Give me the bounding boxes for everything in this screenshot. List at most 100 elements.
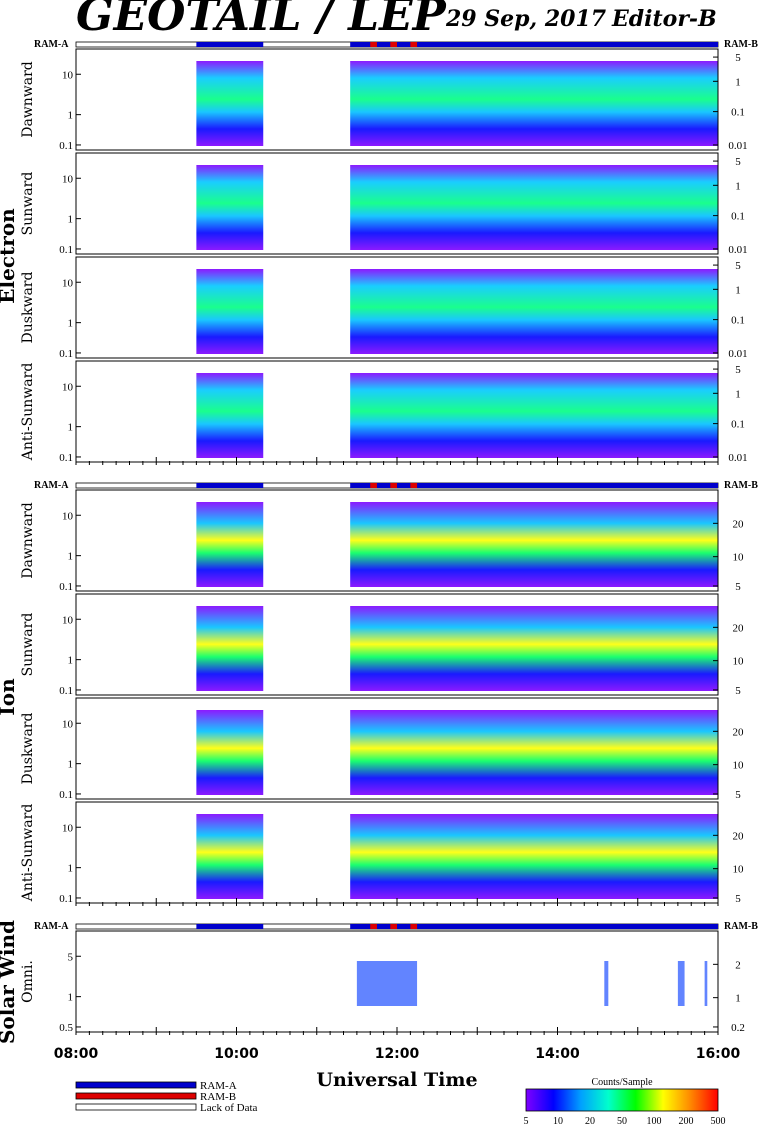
panel-label: Dawnward bbox=[20, 61, 36, 138]
colorbar-title: Counts/Sample bbox=[591, 1077, 653, 1088]
left-tick-label: 10 bbox=[62, 822, 74, 834]
right-tick-label: 1 bbox=[735, 993, 741, 1005]
right-tick-label: 0.01 bbox=[728, 348, 747, 360]
figure-title: GEOTAIL / LEP bbox=[76, 0, 448, 41]
colorbar-tick-label: 20 bbox=[585, 1116, 595, 1127]
right-tick-label: 0.01 bbox=[728, 244, 747, 256]
right-tick-label: 0.01 bbox=[728, 452, 747, 464]
colorbar-tick-label: 10 bbox=[553, 1116, 563, 1127]
right-tick-label: 0.2 bbox=[731, 1022, 745, 1034]
left-tick-label: 10 bbox=[62, 173, 74, 185]
legend-swatch bbox=[75, 1092, 197, 1100]
panel-frame bbox=[75, 697, 719, 800]
panel-duskward: Duskward 10 1 0.1 5 1 0.1 0.01 bbox=[20, 256, 748, 360]
right-tick-label: 10 bbox=[733, 760, 745, 772]
panel-groups: RAM-A RAM-B Electron Dawnward 10 1 0.1 5 1 0.1 0.0… bbox=[0, 39, 758, 1044]
left-tick-label: 10 bbox=[62, 510, 74, 522]
spectrogram-block bbox=[704, 961, 708, 1006]
left-tick-label: 0.1 bbox=[59, 244, 73, 256]
right-tick-label: 20 bbox=[733, 830, 745, 842]
panel-dawnward: Dawnward 10 1 0.1 20 10 5 bbox=[20, 489, 745, 593]
left-tick-label: 0.1 bbox=[59, 452, 73, 464]
left-tick-label: 1 bbox=[68, 422, 74, 434]
spectrogram-block bbox=[196, 606, 264, 691]
left-tick-label: 0.1 bbox=[59, 893, 73, 905]
panel-anti-sunward: Anti-Sunward 10 1 0.1 20 10 5 bbox=[20, 801, 745, 905]
spectrogram-block bbox=[350, 502, 718, 587]
right-tick-label: 20 bbox=[733, 726, 745, 738]
panel-duskward: Duskward 10 1 0.1 20 10 5 bbox=[20, 697, 745, 801]
colorbar-tick-label: 50 bbox=[617, 1116, 627, 1127]
right-tick-label: 0.01 bbox=[728, 140, 747, 152]
left-tick-label: 1 bbox=[68, 759, 74, 771]
right-tick-label: 5 bbox=[735, 364, 741, 376]
coverage-segment bbox=[196, 42, 264, 47]
spectrogram-block bbox=[350, 269, 718, 354]
coverage-segment bbox=[410, 483, 418, 488]
spectrogram-block bbox=[350, 165, 718, 250]
right-tick-label: 1 bbox=[735, 284, 741, 296]
left-tick-label: 10 bbox=[62, 277, 74, 289]
group-label: Electron bbox=[0, 208, 19, 304]
right-tick-label: 2 bbox=[735, 959, 741, 971]
left-tick-label: 0.1 bbox=[59, 348, 73, 360]
panel-label: Sunward bbox=[20, 172, 36, 236]
ram-a-label: RAM-A bbox=[34, 480, 69, 491]
legend-swatch bbox=[75, 1081, 197, 1089]
spectrogram-block bbox=[677, 961, 685, 1006]
left-tick-label: 0.1 bbox=[59, 140, 73, 152]
coverage-segment bbox=[350, 483, 718, 488]
time-axis: Universal Time 08:00 10:00 12:00 14:00 16:00 bbox=[54, 1046, 741, 1091]
left-tick-label: 1 bbox=[68, 992, 74, 1004]
panel-label: Anti-Sunward bbox=[20, 804, 36, 903]
panel-anti-sunward: Anti-Sunward 10 1 0.1 5 1 0.1 0.01 bbox=[20, 360, 748, 464]
spectrogram-block bbox=[350, 373, 718, 458]
right-tick-label: 0.1 bbox=[731, 107, 745, 119]
right-tick-label: 5 bbox=[735, 685, 741, 697]
left-tick-label: 0.1 bbox=[59, 685, 73, 697]
legend-label: Lack of Data bbox=[200, 1102, 258, 1114]
panel-frame bbox=[75, 593, 719, 696]
group-label: Solar Wind bbox=[0, 920, 19, 1044]
panel-omni-: Omni. 5 1 0.5 2 1 0.2 bbox=[20, 930, 745, 1034]
right-tick-label: 0.1 bbox=[731, 315, 745, 327]
group-label: Ion bbox=[0, 678, 19, 716]
spectrogram-block bbox=[196, 61, 264, 146]
x-tick-label: 08:00 bbox=[54, 1046, 99, 1062]
legend-label: RAM-B bbox=[200, 1091, 236, 1103]
colorbar-tick-label: 100 bbox=[647, 1116, 662, 1127]
coverage-segment bbox=[390, 483, 397, 488]
panel-frame bbox=[75, 489, 719, 592]
colorbar-tick-label: 200 bbox=[679, 1116, 694, 1127]
ram-a-label: RAM-A bbox=[34, 921, 69, 932]
group-electron: RAM-A RAM-B Electron Dawnward 10 1 0.1 5 1 0.1 0.0… bbox=[0, 39, 758, 465]
spectrogram-block bbox=[196, 165, 264, 250]
left-tick-label: 0.5 bbox=[59, 1022, 73, 1034]
colorbar-strip bbox=[525, 1088, 719, 1112]
ram-b-label: RAM-B bbox=[724, 39, 758, 50]
left-tick-label: 10 bbox=[62, 718, 74, 730]
panel-frame bbox=[75, 48, 719, 151]
ram-a-label: RAM-A bbox=[34, 39, 69, 50]
coverage-segment bbox=[370, 483, 377, 488]
right-tick-label: 10 bbox=[733, 656, 745, 668]
coverage-segment bbox=[410, 924, 418, 929]
panel-label: Dawnward bbox=[20, 502, 36, 579]
figure-date: 29 Sep, 2017 bbox=[445, 6, 607, 32]
coverage-segment bbox=[196, 483, 264, 488]
panel-sunward: Sunward 10 1 0.1 5 1 0.1 0.01 bbox=[20, 152, 748, 256]
coverage-segment bbox=[370, 924, 377, 929]
right-tick-label: 1 bbox=[735, 180, 741, 192]
right-tick-label: 5 bbox=[735, 893, 741, 905]
spectrogram-block bbox=[350, 606, 718, 691]
left-tick-label: 1 bbox=[68, 863, 74, 875]
panel-frame bbox=[75, 256, 719, 359]
coverage-segment bbox=[410, 42, 418, 47]
colorbar: Counts/Sample 5 10 20 50 100 200 500 bbox=[524, 1077, 726, 1127]
spectrogram-block bbox=[356, 961, 418, 1006]
left-tick-label: 5 bbox=[68, 951, 74, 963]
right-tick-label: 10 bbox=[733, 552, 745, 564]
